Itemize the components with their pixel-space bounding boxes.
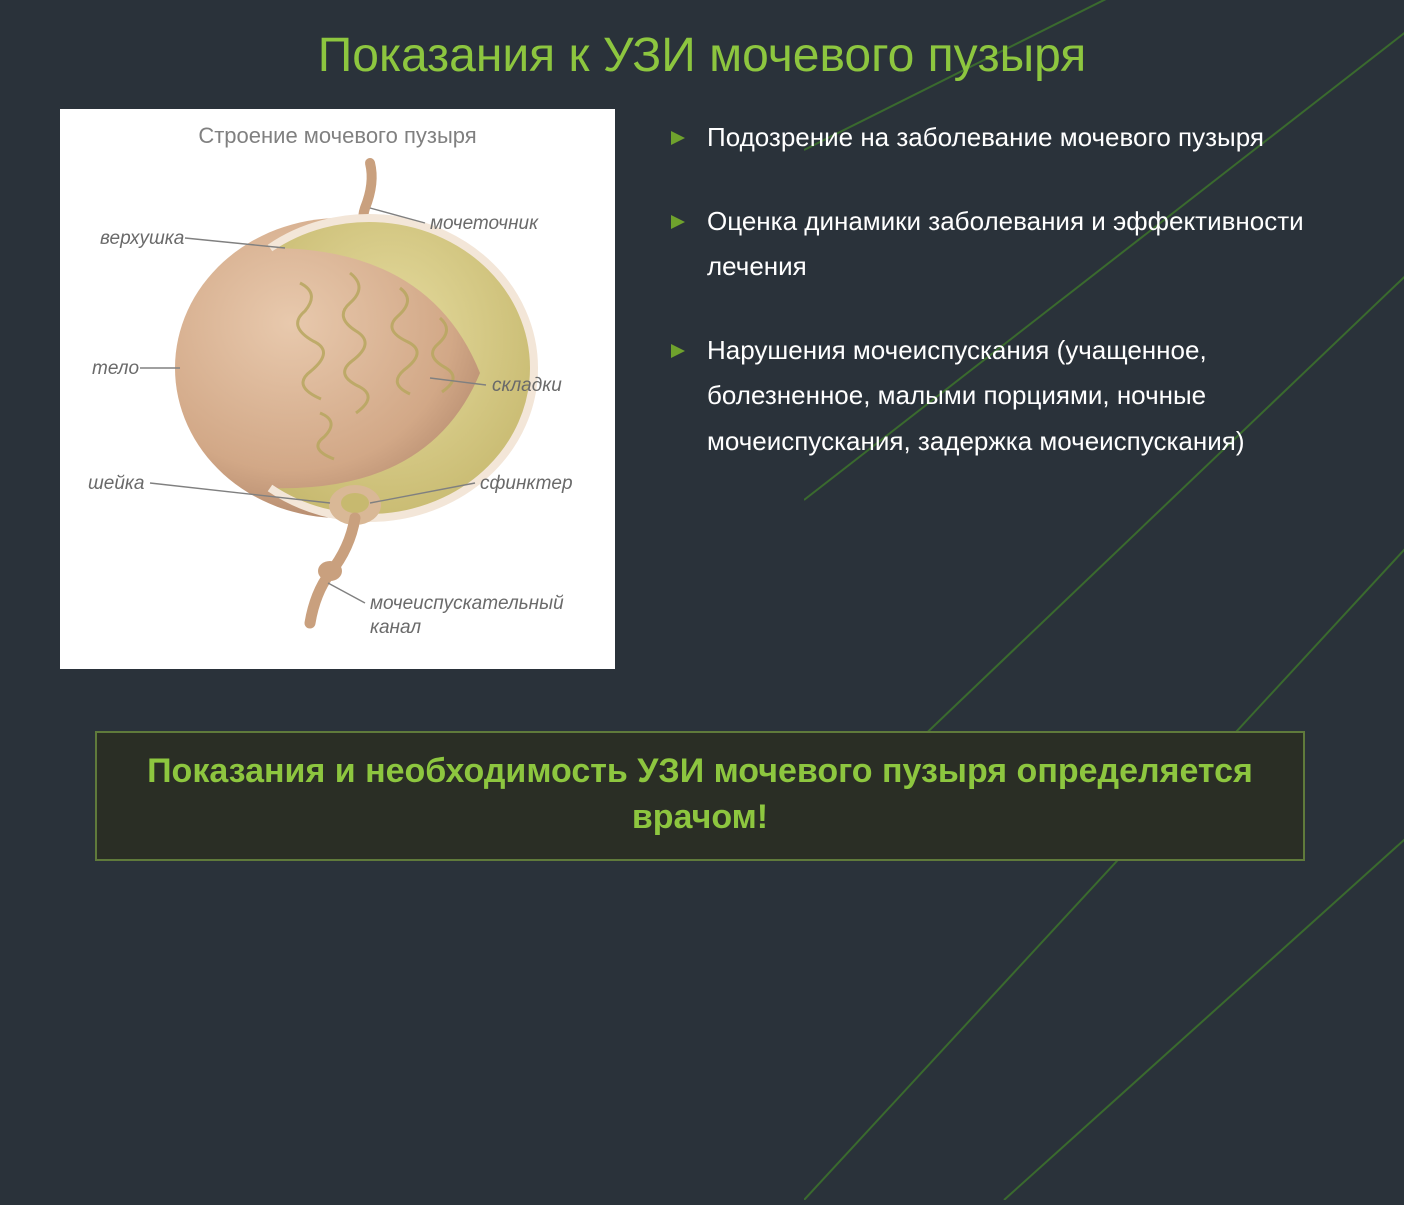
bullet-list: Подозрение на заболевание мочевого пузыр… <box>669 109 1344 502</box>
bullet-arrow-icon <box>669 213 687 231</box>
bullet-item: Подозрение на заболевание мочевого пузыр… <box>669 115 1334 161</box>
bullet-arrow-icon <box>669 342 687 360</box>
bullet-item: Нарушения мочеиспускания (учащенное, бол… <box>669 328 1334 465</box>
content-row: Строение мочевого пузыря <box>60 109 1344 669</box>
bullet-arrow-icon <box>669 129 687 147</box>
label-ureter: мочеточник <box>430 213 538 235</box>
slide-title: Показания к УЗИ мочевого пузыря <box>60 28 1344 83</box>
slide: Показания к УЗИ мочевого пузыря Строение… <box>0 0 1404 907</box>
label-urethra-2: канал <box>370 617 421 639</box>
bullet-text: Оценка динамики заболевания и эффективно… <box>707 199 1334 290</box>
label-apex: верхушка <box>100 228 184 250</box>
label-urethra-1: мочеиспускательный <box>370 593 564 615</box>
callout-box: Показания и необходимость УЗИ мочевого п… <box>95 731 1305 861</box>
label-neck: шейка <box>88 473 144 495</box>
label-body: тело <box>92 358 139 380</box>
label-sphincter: сфинктер <box>480 473 573 495</box>
label-folds: складки <box>492 375 562 397</box>
bullet-text: Подозрение на заболевание мочевого пузыр… <box>707 115 1264 161</box>
anatomy-figure: Строение мочевого пузыря <box>60 109 615 669</box>
bullet-text: Нарушения мочеиспускания (учащенное, бол… <box>707 328 1334 465</box>
figure-body: верхушка мочеточник тело складки шейка с… <box>70 153 605 653</box>
bullet-item: Оценка динамики заболевания и эффективно… <box>669 199 1334 290</box>
figure-title: Строение мочевого пузыря <box>70 123 605 149</box>
